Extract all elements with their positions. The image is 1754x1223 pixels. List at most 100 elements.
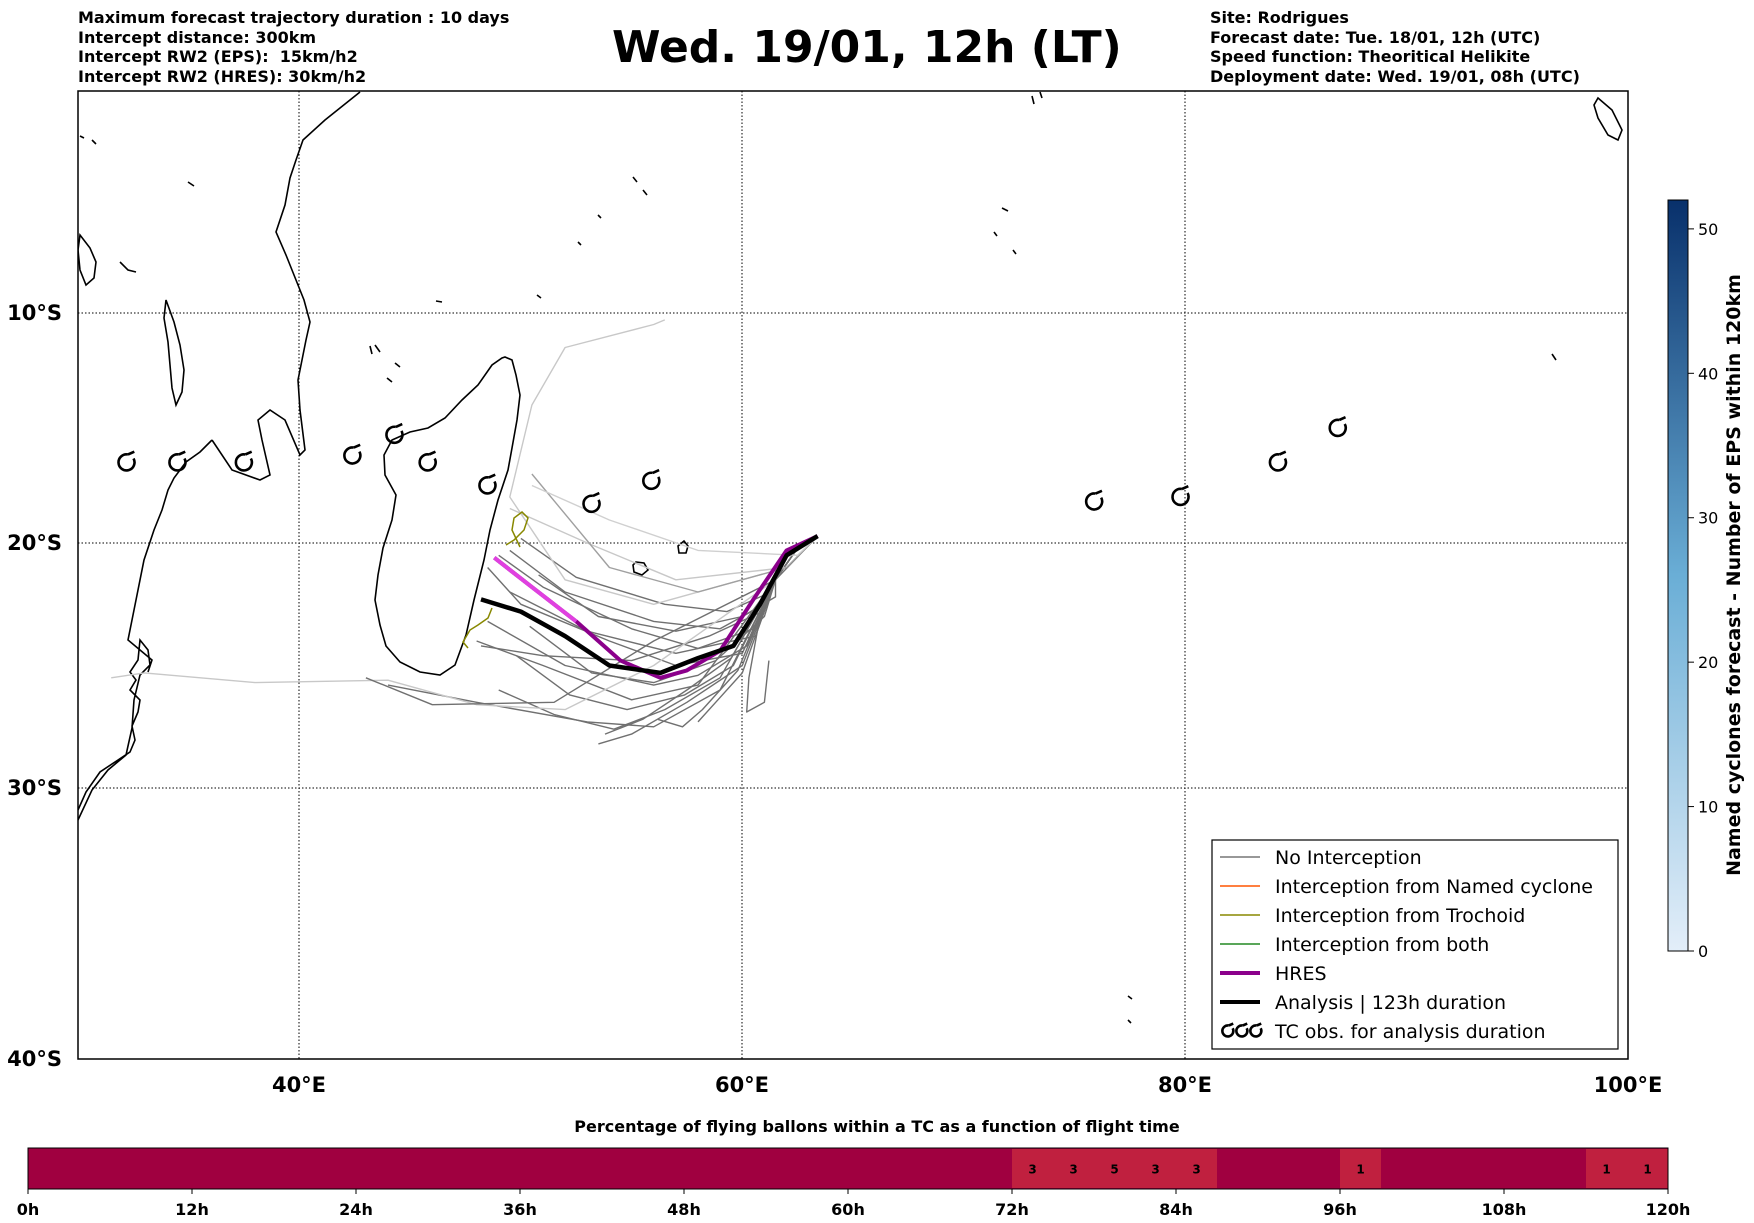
lon-tick-label: 40°E: [272, 1073, 326, 1097]
colorbar-tick-label: 40: [1698, 364, 1718, 383]
eps-track: [111, 535, 819, 711]
header-right-line: Speed function: Theoritical Helikite: [1210, 47, 1531, 66]
lake-malawi-coastline: [163, 299, 185, 408]
tc-observations: [117, 416, 1348, 514]
percentage-cell: [1627, 1149, 1668, 1188]
percentage-tick-label: 96h: [1323, 1200, 1357, 1219]
trochoid-track: [505, 511, 529, 548]
percentage-cell: [1135, 1149, 1176, 1188]
analysis-track: [480, 534, 819, 676]
colorbar-tick-label: 0: [1698, 942, 1708, 961]
comoros-coastline: [374, 344, 401, 383]
legend-label: TC obs. for analysis duration: [1274, 1021, 1546, 1043]
header-left-line: Intercept RW2 (EPS): 15km/h2: [78, 47, 358, 66]
percentage-tick-label: 36h: [503, 1200, 537, 1219]
colorbar: Named cyclones forecast - Number of EPS …: [1667, 199, 1745, 961]
trochoid-track: [462, 607, 493, 649]
colorbar-label: Named cyclones forecast - Number of EPS …: [1723, 274, 1745, 876]
chagos-coastline: [993, 207, 1017, 255]
percentage-cell: [1586, 1149, 1627, 1188]
header-left-line: Intercept RW2 (HRES): 30km/h2: [78, 66, 367, 86]
percentage-cell: [1012, 1149, 1053, 1188]
hres-track-tail: [493, 556, 578, 623]
seychelles-coastline: [577, 176, 648, 246]
cyclone-symbol-icon: [1221, 1022, 1235, 1038]
cyclone-symbol-icon: [642, 468, 661, 491]
eps-track: [531, 473, 819, 593]
percentage-tick-label: 84h: [1159, 1200, 1193, 1219]
madagascar-coastline: [374, 356, 521, 676]
cyclone-symbol-icon: [1249, 1022, 1263, 1038]
map-gridlines: [78, 91, 1628, 1059]
cyclone-symbol-icon: [1171, 485, 1190, 507]
percentage-tick-label: 48h: [667, 1200, 701, 1219]
header-left-info: Maximum forecast trajectory duration : 1…: [78, 8, 509, 86]
cyclone-symbol-icon: [582, 491, 601, 514]
reunion-coastline: [632, 561, 650, 576]
percentage-cell-value: 3: [1028, 1163, 1036, 1177]
colorbar-tick-label: 50: [1698, 220, 1718, 239]
lon-tick-label: 100°E: [1594, 1073, 1663, 1097]
coastlines: [78, 91, 1623, 1024]
header-right-line: Site: Rodrigues: [1210, 8, 1349, 27]
maldives-coastline: [1031, 91, 1043, 105]
header-left-line: Maximum forecast trajectory duration : 1…: [78, 8, 510, 27]
percentage-cell-value: 3: [1069, 1163, 1077, 1177]
small-islands-coastline: [79, 135, 542, 355]
percentage-cell: [1053, 1149, 1094, 1188]
eps-track: [365, 535, 819, 706]
legend-label: Interception from both: [1275, 934, 1489, 956]
map-title: Wed. 19/01, 12h (LT): [612, 22, 1122, 73]
main-series-group: [480, 534, 819, 680]
map-legend: No Interception Interception from Named c…: [1211, 839, 1619, 1050]
percentage-tick-label: 72h: [995, 1200, 1029, 1219]
percentage-bar-title: Percentage of flying ballons within a TC…: [574, 1117, 1180, 1136]
header-right-info: Site: Rodrigues Forecast date: Tue. 18/0…: [1210, 8, 1580, 86]
lat-tick-label: 20°S: [7, 531, 62, 555]
percentage-cell-value: 1: [1602, 1163, 1610, 1177]
legend-label: HRES: [1275, 963, 1327, 985]
percentage-cell-value: 3: [1151, 1163, 1159, 1177]
percentage-cell: [1094, 1149, 1135, 1188]
sri-lanka-coastline: [1593, 96, 1623, 142]
percentage-cell: [1340, 1149, 1381, 1188]
colorbar-tick-label: 10: [1698, 798, 1718, 817]
cyclone-symbol-icon: [1328, 416, 1348, 438]
cyclone-symbol-icon: [117, 450, 136, 472]
legend-label: Interception from Trochoid: [1275, 905, 1525, 927]
legend-box: [1211, 839, 1619, 1050]
cyclone-symbol-icon: [234, 450, 254, 472]
percentage-tick-label: 12h: [175, 1200, 209, 1219]
trochoid-interception-tracks: [462, 511, 529, 649]
colorbar-tick-label: 20: [1698, 653, 1718, 672]
lon-tick-label: 60°E: [715, 1073, 769, 1097]
cocos-islands-coastline: [1551, 353, 1557, 361]
lon-tick-label: 80°E: [1158, 1073, 1212, 1097]
legend-label: Analysis | 123h duration: [1275, 992, 1506, 1014]
percentage-cell: [1176, 1149, 1217, 1188]
cyclone-symbol-icon: [1084, 489, 1104, 511]
percentage-cell-value: 1: [1643, 1163, 1651, 1177]
cyclone-symbol-icon: [418, 450, 437, 472]
mauritius-coastline: [677, 539, 689, 554]
percentage-cell-value: 3: [1192, 1163, 1200, 1177]
header-right-line: Forecast date: Tue. 18/01, 12h (UTC): [1210, 27, 1541, 47]
percentage-bar: Percentage of flying ballons within a TC…: [17, 1117, 1691, 1219]
cyclone-symbol-icon: [1268, 450, 1288, 472]
legend-label: Interception from Named cyclone: [1275, 876, 1593, 898]
cyclone-symbol-icon: [385, 422, 404, 445]
header-right-line: Deployment date: Wed. 19/01, 08h (UTC): [1210, 66, 1580, 86]
cyclone-symbol-icon: [1235, 1022, 1249, 1038]
amsterdam-island-coastline: [1127, 995, 1133, 1024]
map-frame: [77, 90, 1629, 1060]
percentage-tick-label: 0h: [17, 1200, 40, 1219]
cyclone-symbol-icon: [343, 443, 362, 465]
header-left-line: Intercept distance: 300km: [78, 27, 317, 47]
percentage-tick-label: 60h: [831, 1200, 865, 1219]
percentage-bar-base: [27, 1147, 1669, 1190]
lat-tick-label: 30°S: [7, 776, 62, 800]
percentage-cell-value: 1: [1356, 1163, 1364, 1177]
cyclone-symbol-icon: [478, 473, 497, 495]
legend-label: No Interception: [1275, 847, 1422, 869]
